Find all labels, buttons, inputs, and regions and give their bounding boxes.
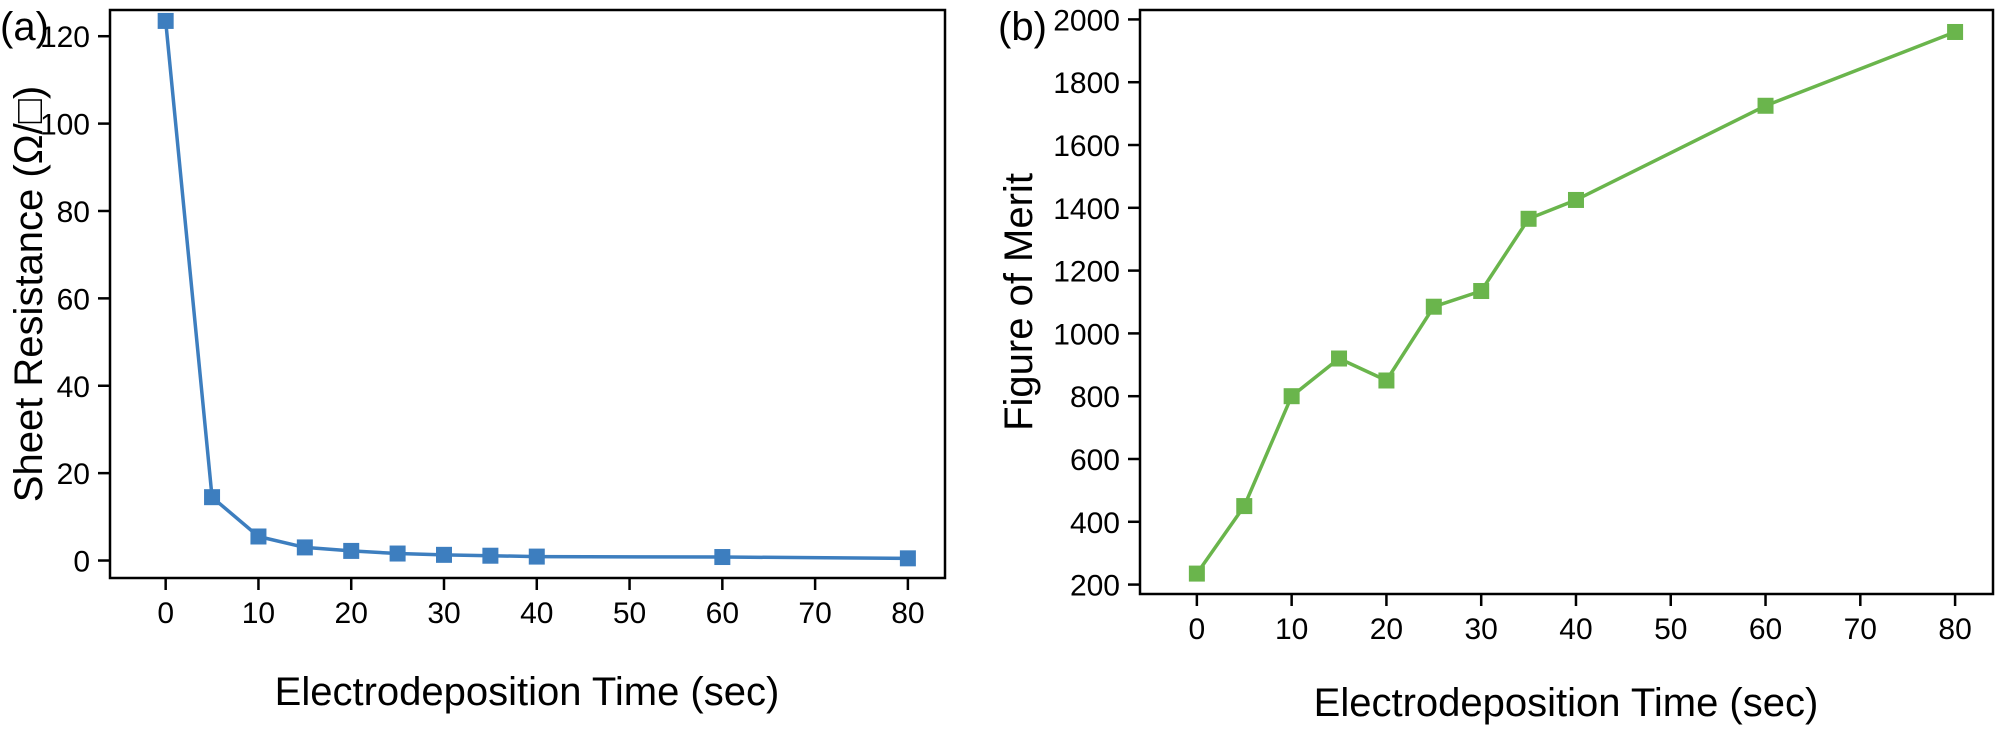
- plot-frame-a: [108, 8, 947, 580]
- y-tick-label: 400: [1070, 507, 1120, 540]
- x-tick-label: 0: [1189, 613, 1206, 646]
- x-tick-label: 80: [891, 597, 924, 630]
- y-tick-label: 800: [1070, 381, 1120, 414]
- data-point: [1567, 191, 1584, 208]
- y-tick-label: 120: [40, 21, 90, 54]
- data-point: [436, 546, 452, 563]
- data-point: [343, 542, 360, 559]
- y-tick-label: 1000: [1053, 318, 1120, 351]
- x-tick-label: 10: [1275, 613, 1308, 646]
- x-tick-label: 20: [335, 597, 368, 630]
- y-axis-title-b: Figure of Merit: [997, 173, 1041, 431]
- y-tick-label: 1400: [1053, 193, 1120, 226]
- data-point: [389, 545, 406, 562]
- x-tick-label: 50: [613, 597, 646, 630]
- data-point: [1188, 565, 1205, 582]
- data-point: [1947, 23, 1964, 40]
- y-tick-label: 1600: [1053, 130, 1120, 163]
- y-tick-label: 100: [40, 109, 90, 142]
- x-tick-label: 60: [1749, 613, 1782, 646]
- panel-label-a: (a): [0, 5, 49, 49]
- y-tick-label: 2000: [1053, 4, 1120, 37]
- data-point: [1425, 298, 1442, 315]
- data-series-a: [157, 12, 916, 567]
- data-point: [899, 550, 916, 567]
- x-tick-label: 20: [1370, 613, 1403, 646]
- data-point: [482, 547, 499, 564]
- data-point: [1331, 350, 1348, 367]
- y-tick-label: 60: [57, 283, 90, 316]
- y-tick-label: 80: [57, 196, 90, 229]
- x-tick-label: 40: [520, 597, 553, 630]
- x-tick-label: 70: [798, 597, 831, 630]
- y-tick-label: 40: [57, 371, 90, 404]
- x-axis-title-a: Electrodeposition Time (sec): [275, 670, 780, 714]
- panel-a: (a) 0 10 20 30 40 50 60 70 80 0 20 40 60 80 100 120 Ele…: [0, 5, 947, 714]
- y-tick-label: 200: [1070, 570, 1120, 603]
- y-tick-label: 1800: [1053, 67, 1120, 100]
- data-point: [1757, 97, 1774, 114]
- series-line: [163, 20, 908, 561]
- panel-label-b: (b): [998, 5, 1047, 49]
- axis-ticks-a: 0 10 20 30 40 50 60 70 80 0 20 40 60 80 100 120: [40, 21, 925, 630]
- panel-b: (b) 0 10 20 30 40 50 60 70 80 200 400 600 800 1000 120…: [997, 4, 1995, 725]
- x-tick-label: 30: [1465, 613, 1498, 646]
- data-point: [296, 539, 313, 556]
- data-point: [714, 549, 731, 566]
- data-point: [204, 489, 221, 506]
- x-tick-label: 50: [1654, 613, 1687, 646]
- data-point: [157, 12, 174, 29]
- x-tick-label: 10: [242, 597, 275, 630]
- x-tick-label: 40: [1559, 613, 1592, 646]
- y-tick-label: 20: [57, 458, 90, 491]
- data-point: [1283, 388, 1300, 405]
- data-series-b: [1188, 23, 1964, 582]
- y-axis-title-a: Sheet Resistance (Ω/□): [7, 86, 51, 502]
- series-line: [1195, 30, 1956, 575]
- x-tick-label: 60: [706, 597, 739, 630]
- x-tick-label: 0: [157, 597, 174, 630]
- data-point: [1473, 283, 1490, 300]
- x-axis-title-b: Electrodeposition Time (sec): [1314, 681, 1819, 725]
- x-tick-label: 30: [427, 597, 460, 630]
- y-tick-label: 0: [73, 546, 90, 579]
- x-tick-label: 70: [1844, 613, 1877, 646]
- data-point: [1520, 210, 1537, 227]
- data-point: [1378, 372, 1395, 389]
- y-tick-label: 600: [1070, 444, 1120, 477]
- plot-frame-b: [1138, 8, 1995, 596]
- data-point: [528, 548, 545, 565]
- x-tick-label: 80: [1938, 613, 1971, 646]
- data-point: [1236, 498, 1253, 515]
- axis-ticks-b: 0 10 20 30 40 50 60 70 80 200 400 600 800 1000 1200 140…: [1053, 4, 1972, 646]
- y-tick-label: 1200: [1053, 256, 1120, 289]
- data-point: [250, 528, 267, 545]
